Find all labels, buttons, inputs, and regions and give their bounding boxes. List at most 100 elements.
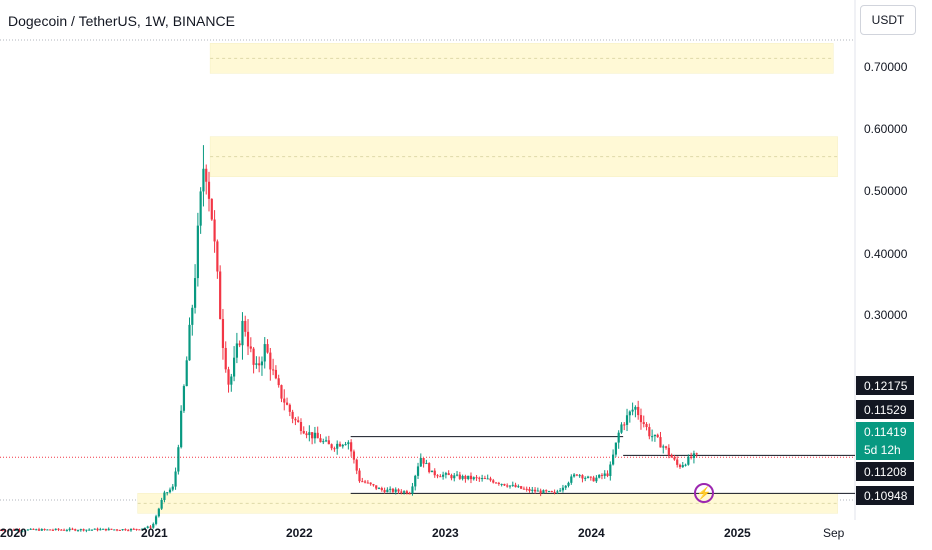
y-tick-label: 0.50000 [864, 184, 908, 198]
candle-body [506, 485, 509, 487]
candle-body [397, 489, 400, 492]
candle-body [567, 482, 570, 486]
candle-body [291, 411, 294, 419]
candle-body [166, 492, 169, 494]
last-price-value: 0.11419 [864, 425, 907, 439]
candle-body [545, 490, 548, 492]
candle-body [386, 489, 389, 493]
candle-body [581, 475, 584, 479]
candle-body [118, 529, 121, 531]
candle-body [188, 324, 191, 361]
candle-body [121, 529, 124, 531]
candle-body [676, 459, 679, 465]
candle-body [439, 476, 442, 478]
candle-body [40, 529, 43, 531]
candle-body [637, 406, 640, 416]
candle-body [578, 475, 581, 477]
candle-body [15, 529, 18, 531]
candle-body [76, 530, 80, 532]
countdown-value: 5d 12h [864, 443, 901, 457]
candle-body [458, 474, 461, 479]
candle-body [391, 488, 395, 492]
candle-body [322, 441, 325, 443]
candle-body [377, 488, 381, 490]
candle-body [492, 480, 495, 483]
candle-body [419, 458, 422, 467]
candle-body [352, 451, 356, 460]
candle-body [10, 529, 13, 531]
candle-body [23, 530, 27, 532]
candle-body [350, 442, 353, 452]
candle-body [141, 528, 144, 530]
candle-body [168, 489, 172, 493]
candle-body [57, 528, 60, 530]
candle-body [564, 485, 567, 488]
x-tick-label: 2023 [432, 526, 459, 540]
candle-body [338, 443, 342, 447]
candle-body [408, 493, 411, 495]
candle-body [570, 476, 573, 483]
candle-body [330, 444, 333, 449]
candle-body [232, 357, 236, 377]
candle-body [213, 219, 216, 242]
candle-body [110, 528, 113, 530]
candle-body [316, 432, 319, 439]
candle-body [617, 432, 620, 443]
candle-body [411, 486, 414, 494]
candle-body [414, 475, 417, 487]
candle-body [62, 529, 66, 531]
candle-body [600, 474, 604, 476]
candle-body [51, 529, 55, 531]
candle-body [96, 528, 99, 531]
candle-body [606, 473, 609, 476]
candle-body [252, 348, 255, 365]
candle-body [93, 528, 96, 530]
candle-body [631, 409, 634, 412]
candle-body [416, 466, 420, 476]
candle-body [347, 442, 350, 445]
candle-body [18, 529, 21, 531]
candle-body [202, 168, 205, 192]
candle-body [115, 529, 119, 531]
candle-body [54, 528, 57, 530]
candle-body [383, 490, 386, 493]
candle-body [7, 530, 10, 532]
candle-body [297, 420, 300, 423]
candle-body [68, 528, 71, 531]
candle-body [662, 446, 665, 448]
candle-body [99, 529, 102, 531]
candle-body [533, 489, 537, 492]
candle-body [43, 529, 46, 531]
candle-body [60, 529, 63, 531]
currency-button[interactable]: USDT [860, 5, 916, 35]
candle-body [79, 529, 82, 531]
candle-body [180, 410, 183, 448]
candle-body [684, 464, 687, 466]
x-tick-label: 2021 [141, 526, 168, 540]
price-tag: 0.10948 [856, 486, 914, 505]
candle-body [525, 488, 528, 490]
candle-body [653, 434, 657, 437]
candle-body [595, 477, 598, 482]
candle-body [82, 529, 85, 531]
candle-body [464, 475, 467, 479]
candle-body [425, 463, 428, 465]
candle-body [559, 490, 562, 492]
candle-body [210, 198, 213, 220]
y-tick-label: 0.70000 [864, 60, 908, 74]
candle-body [135, 528, 138, 530]
candle-body [517, 486, 520, 488]
candle-body [553, 491, 556, 493]
chart-title: Dogecoin / TetherUS, 1W, BINANCE [8, 13, 235, 29]
candle-body [246, 331, 250, 347]
candle-body [160, 499, 163, 509]
candle-body [29, 528, 32, 530]
candle-body [216, 241, 219, 272]
price-tag: 0.11208 [856, 462, 914, 481]
candle-body [603, 473, 606, 476]
x-tick-label: 2024 [578, 526, 605, 540]
candle-body [494, 482, 498, 484]
candle-body [522, 488, 526, 490]
lightning-bolt-icon[interactable]: ⚡ [694, 483, 714, 503]
